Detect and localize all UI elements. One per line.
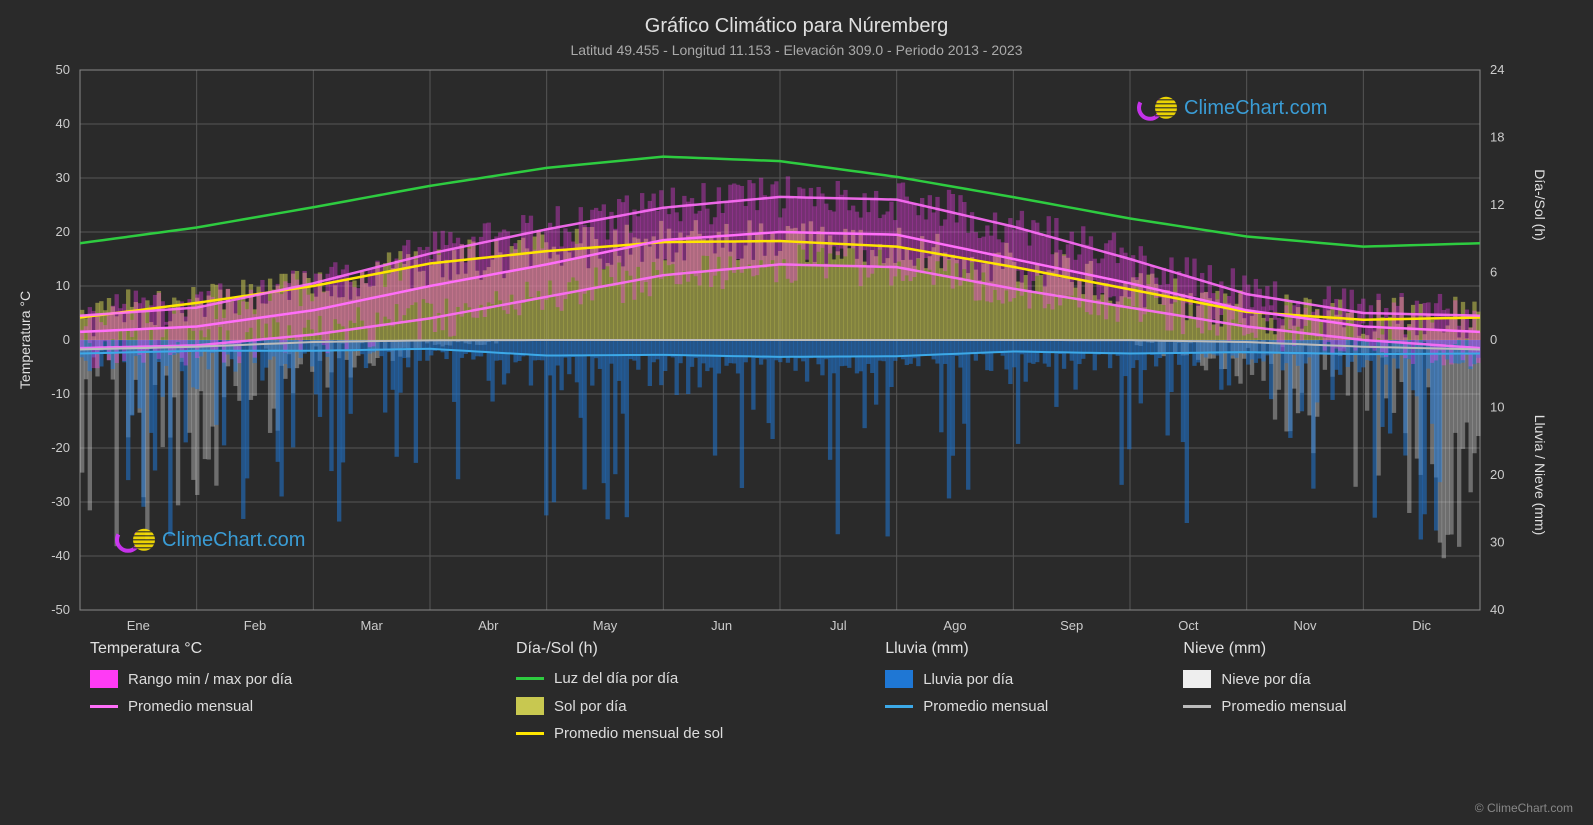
svg-text:Abr: Abr	[478, 618, 499, 633]
legend-item: Lluvia por día	[885, 670, 1048, 688]
svg-text:Feb: Feb	[244, 618, 266, 633]
legend-header: Temperatura °C	[90, 640, 292, 658]
legend-group: Día-/Sol (h) Luz del día por día Sol por d…	[516, 640, 723, 742]
legend-label: Rango min / max por día	[128, 671, 292, 688]
svg-text:Temperatura °C: Temperatura °C	[17, 291, 33, 389]
svg-text:20: 20	[56, 224, 70, 239]
svg-text:Oct: Oct	[1178, 618, 1199, 633]
legend-label: Promedio mensual	[923, 698, 1048, 715]
svg-text:0: 0	[63, 332, 70, 347]
legend-swatch	[1183, 705, 1211, 708]
svg-text:6: 6	[1490, 265, 1497, 280]
svg-text:ClimeChart.com: ClimeChart.com	[162, 529, 305, 551]
legend-item: Promedio mensual	[1183, 698, 1346, 715]
svg-text:Ene: Ene	[127, 618, 150, 633]
svg-text:Sep: Sep	[1060, 618, 1083, 633]
legend-label: Promedio mensual	[1221, 698, 1346, 715]
legend-swatch	[516, 732, 544, 735]
svg-text:-50: -50	[51, 602, 70, 617]
svg-text:Jul: Jul	[830, 618, 847, 633]
legend-item: Promedio mensual	[885, 698, 1048, 715]
svg-text:Ago: Ago	[943, 618, 966, 633]
legend-item: Sol por día	[516, 697, 723, 715]
svg-text:May: May	[593, 618, 618, 633]
legend-swatch	[885, 670, 913, 688]
svg-text:24: 24	[1490, 62, 1504, 77]
legend-label: Promedio mensual de sol	[554, 725, 723, 742]
svg-text:18: 18	[1490, 130, 1504, 145]
svg-text:Día-/Sol (h): Día-/Sol (h)	[1532, 169, 1548, 241]
svg-text:40: 40	[1490, 602, 1504, 617]
svg-text:Mar: Mar	[360, 618, 383, 633]
svg-text:12: 12	[1490, 197, 1504, 212]
legend-label: Lluvia por día	[923, 671, 1013, 688]
legend-label: Nieve por día	[1221, 671, 1310, 688]
svg-text:0: 0	[1490, 332, 1497, 347]
svg-text:Lluvia / Nieve (mm): Lluvia / Nieve (mm)	[1532, 415, 1548, 536]
svg-text:30: 30	[56, 170, 70, 185]
copyright-label: © ClimeChart.com	[1475, 801, 1573, 815]
legend-swatch	[1183, 670, 1211, 688]
svg-text:20: 20	[1490, 467, 1504, 482]
legend-group: Temperatura °C Rango min / max por día Pro…	[90, 640, 292, 715]
svg-text:50: 50	[56, 62, 70, 77]
legend-header: Día-/Sol (h)	[516, 640, 723, 658]
legend-item: Promedio mensual de sol	[516, 725, 723, 742]
climate-chart-container: Gráfico Climático para Núremberg Latitud…	[0, 0, 1593, 825]
legend-swatch	[90, 705, 118, 708]
svg-text:-30: -30	[51, 494, 70, 509]
legend-swatch	[516, 697, 544, 715]
svg-text:Nov: Nov	[1293, 618, 1317, 633]
legend-group: Nieve (mm) Nieve por día Promedio mensual	[1183, 640, 1346, 715]
svg-text:10: 10	[1490, 400, 1504, 415]
legend-swatch	[516, 677, 544, 680]
legend-item: Luz del día por día	[516, 670, 723, 687]
svg-text:30: 30	[1490, 535, 1504, 550]
svg-text:40: 40	[56, 116, 70, 131]
legend-swatch	[90, 670, 118, 688]
chart-subtitle: Latitud 49.455 - Longitud 11.153 - Eleva…	[0, 42, 1593, 58]
legend-label: Promedio mensual	[128, 698, 253, 715]
chart-plot-area: -50-40-30-20-100102030405006121824102030…	[80, 70, 1480, 610]
legend-label: Luz del día por día	[554, 670, 678, 687]
svg-text:ClimeChart.com: ClimeChart.com	[1184, 97, 1327, 119]
legend-item: Nieve por día	[1183, 670, 1346, 688]
svg-text:Dic: Dic	[1412, 618, 1431, 633]
legend-group: Lluvia (mm) Lluvia por día Promedio mensua…	[885, 640, 1048, 715]
svg-text:Jun: Jun	[711, 618, 732, 633]
legend-header: Nieve (mm)	[1183, 640, 1346, 658]
legend-item: Rango min / max por día	[90, 670, 292, 688]
legend-swatch	[885, 705, 913, 708]
svg-text:-40: -40	[51, 548, 70, 563]
legend-label: Sol por día	[554, 698, 627, 715]
legend-header: Lluvia (mm)	[885, 640, 1048, 658]
chart-svg: -50-40-30-20-100102030405006121824102030…	[80, 70, 1480, 610]
svg-text:10: 10	[56, 278, 70, 293]
chart-title: Gráfico Climático para Núremberg	[0, 0, 1593, 38]
svg-text:-10: -10	[51, 386, 70, 401]
legend-item: Promedio mensual	[90, 698, 292, 715]
svg-text:-20: -20	[51, 440, 70, 455]
